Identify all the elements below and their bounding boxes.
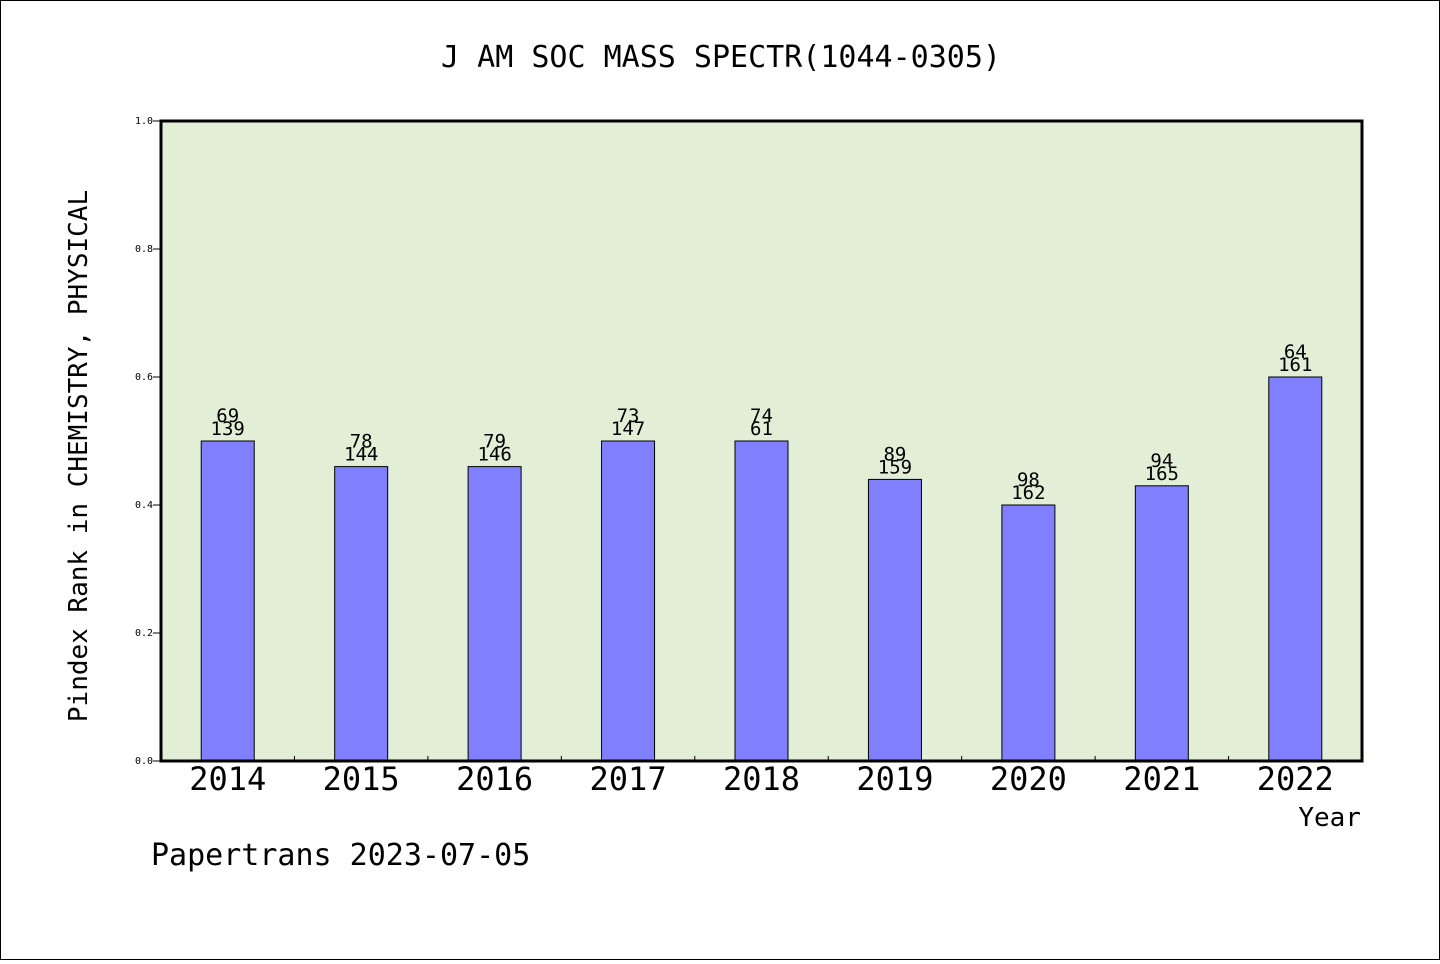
y-axis-label: Pindex Rank in CHEMISTRY, PHYSICAL [64,190,94,722]
bar-label-top: 69 [216,405,239,427]
bar-2018 [734,440,789,762]
bar-2016 [467,466,522,762]
x-tick-label: 2014 [189,760,266,798]
y-tick-label: 0.4 [135,500,153,511]
bar-label-bottom: 147 [611,418,645,440]
bar-2017 [601,440,656,762]
bar-label-bottom: 162 [1011,482,1045,504]
bar-2015 [334,466,389,762]
bar-label-top: 73 [617,405,640,427]
x-tick-label: 2017 [590,760,667,798]
chart-title: J AM SOC MASS SPECTR(1044-0305) [441,40,1001,75]
y-tick-label: 0.2 [135,628,153,639]
bar-label-top: 89 [883,443,906,465]
bar-2021 [1134,485,1189,762]
bar-2014 [200,440,255,762]
y-tick-label: 0.0 [135,756,153,767]
x-axis: 2014 2015 2016 2017 2018 2019 2020 2021 2022 [189,756,1334,798]
bar-label-top: 74 [750,405,773,427]
bar-label-top: 94 [1150,450,1173,472]
bar-label-bottom: 165 [1145,463,1179,485]
x-tick-label: 2015 [323,760,400,798]
bar-label-bottom: 139 [211,418,245,440]
bar-label-top: 98 [1017,469,1040,491]
x-tick-label: 2022 [1257,760,1334,798]
bar-label-top: 64 [1284,341,1307,363]
bar-2020 [1001,504,1056,762]
footer-text: Papertrans 2023-07-05 [151,838,530,873]
x-tick-label: 2018 [723,760,800,798]
plot-border [159,119,1364,763]
bar-label-bottom: 144 [344,444,378,466]
bar-label-bottom: 146 [477,444,511,466]
bar-label-bottom: 159 [878,456,912,478]
bar-label-bottom: 161 [1278,354,1312,376]
x-axis-label: Year [1298,803,1361,833]
y-axis: 0.0 0.2 0.4 0.6 0.8 1.0 [135,116,161,767]
bar-2019 [867,478,922,762]
y-tick-label: 0.6 [135,372,153,383]
y-tick-label: 1.0 [135,116,153,127]
x-tick-label: 2021 [1123,760,1200,798]
bar-label-top: 79 [483,431,506,453]
bar-2022 [1268,376,1323,762]
bar-label-bottom: 61 [750,418,773,440]
x-tick-label: 2016 [456,760,533,798]
x-tick-label: 2020 [990,760,1067,798]
x-tick-label: 2019 [856,760,933,798]
bar-label-top: 78 [350,431,373,453]
y-tick-label: 0.8 [135,244,153,255]
